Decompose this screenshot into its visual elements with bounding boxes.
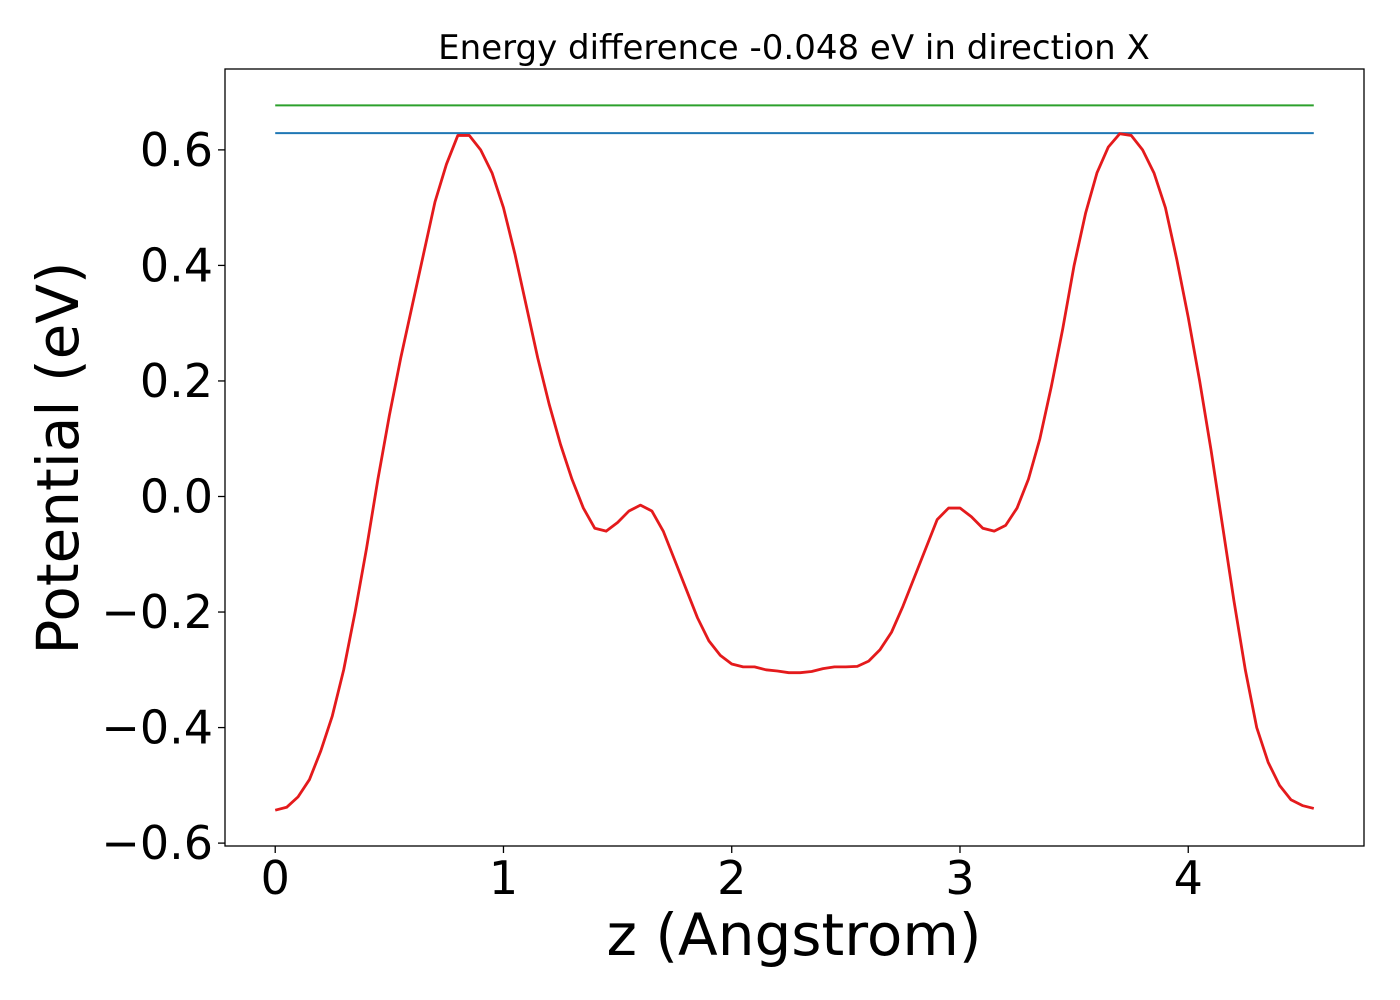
plot-area (274, 104, 1315, 812)
y-tick-label: −0.6 (101, 816, 213, 870)
x-tick-label: 3 (945, 851, 974, 905)
y-axis: −0.6 −0.4 −0.2 0.0 0.2 0.4 0.6 (101, 123, 225, 870)
y-tick-label: 0.4 (140, 238, 213, 292)
y-tick-label: 0.6 (140, 123, 213, 177)
y-tick-label: −0.2 (101, 585, 213, 639)
x-tick-label: 0 (261, 851, 290, 905)
plot-frame (224, 68, 1365, 847)
x-tick-label: 4 (1174, 851, 1203, 905)
series-line-1 (274, 132, 1315, 812)
x-axis-label: z (Angstrom) (607, 901, 982, 969)
x-axis: 0 1 2 3 4 (261, 846, 1203, 905)
chart-title: Energy difference -0.048 eV in direction… (438, 28, 1150, 68)
x-tick-label: 2 (717, 851, 746, 905)
y-axis-label: Potential (eV) (24, 261, 92, 654)
y-tick-label: 0.2 (140, 354, 213, 408)
y-tick-label: −0.4 (101, 701, 213, 755)
y-tick-label: 0.0 (140, 469, 213, 523)
x-tick-label: 1 (489, 851, 518, 905)
